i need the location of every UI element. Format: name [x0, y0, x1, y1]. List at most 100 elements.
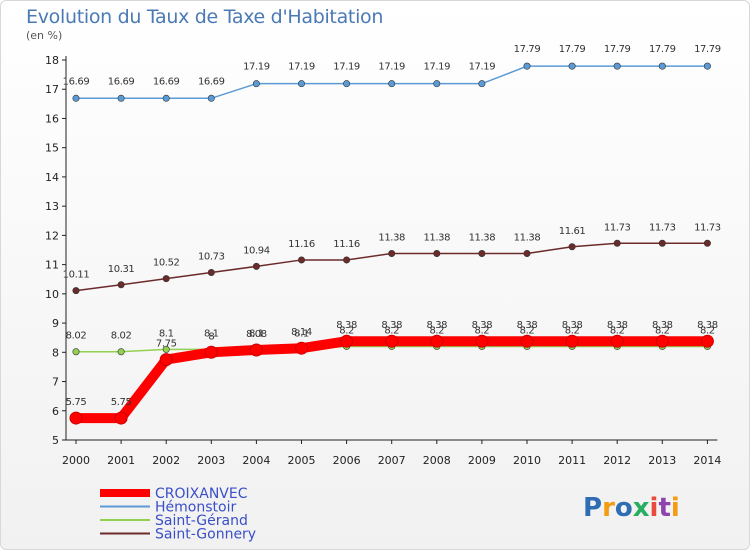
legend-label: CROIXANVEC [155, 486, 248, 502]
data-point [117, 94, 125, 102]
data-point [117, 348, 125, 356]
data-label: 11.73 [604, 222, 631, 233]
data-label: 17.79 [514, 44, 541, 55]
data-label: 16.69 [198, 76, 225, 87]
data-label: 17.79 [559, 44, 586, 55]
data-label: 11.61 [559, 226, 586, 237]
logo-letter: i [650, 493, 659, 523]
legend-item: Saint-Gérand [100, 513, 248, 529]
data-label: 16.69 [63, 76, 90, 87]
data-point [162, 94, 170, 102]
legend-label: Hémonstoir [155, 500, 236, 516]
data-point [388, 250, 396, 258]
y-tick-label: 17 [45, 83, 59, 96]
data-label: 8.2 [429, 325, 444, 336]
data-point [207, 269, 215, 277]
data-point [520, 334, 534, 348]
data-point [703, 62, 711, 70]
series-line [71, 336, 713, 424]
legend-label: Saint-Gérand [155, 513, 248, 529]
y-tick-label: 13 [45, 200, 59, 213]
data-point [249, 343, 263, 357]
data-label: 8.14 [291, 327, 312, 338]
data-label: 10.52 [153, 258, 180, 269]
data-point [385, 334, 399, 348]
data-label: 8.38 [652, 320, 673, 331]
data-point [433, 250, 441, 258]
legend-item: Saint-Gonnery [100, 527, 256, 543]
data-label: 8.1 [159, 328, 174, 339]
data-label: 8.1 [249, 328, 264, 339]
data-label: 8.02 [66, 331, 87, 342]
data-label: 17.19 [288, 62, 315, 73]
data-point [613, 239, 621, 247]
data-label: 17.19 [243, 62, 270, 73]
data-point [478, 80, 486, 88]
data-label: 17.79 [604, 44, 631, 55]
x-tick-label: 2005 [288, 454, 316, 467]
data-label: 17.19 [333, 62, 360, 73]
data-label: 10.11 [63, 270, 90, 281]
data-label: 17.19 [423, 62, 450, 73]
data-point [340, 334, 354, 348]
data-point [69, 411, 83, 425]
data-label: 8.2 [610, 325, 625, 336]
data-label: 8.2 [339, 325, 354, 336]
data-point [655, 334, 669, 348]
data-point [700, 334, 714, 348]
data-label: 8.2 [475, 325, 490, 336]
data-label: 11.16 [288, 239, 315, 250]
data-label: 10.31 [108, 264, 135, 275]
data-label: 8.02 [111, 331, 132, 342]
data-point [343, 80, 351, 88]
data-point [207, 94, 215, 102]
data-label: 16.69 [108, 76, 135, 87]
series-saint-gonnery [72, 239, 711, 295]
y-tick-label: 10 [45, 288, 59, 301]
y-tick-label: 18 [45, 54, 59, 67]
x-tick-label: 2012 [603, 454, 631, 467]
y-tick-label: 8 [52, 346, 59, 359]
data-point [703, 239, 711, 247]
legend-item: CROIXANVEC [100, 486, 248, 502]
y-tick-label: 9 [52, 317, 59, 330]
x-tick-label: 2001 [107, 454, 135, 467]
x-tick-label: 2006 [333, 454, 361, 467]
data-label: 5.75 [111, 397, 132, 408]
logo-letter: x [633, 493, 650, 523]
data-label: 7.75 [156, 339, 177, 350]
data-label: 16.69 [153, 76, 180, 87]
data-label: 17.79 [694, 44, 721, 55]
x-tick-label: 2011 [558, 454, 586, 467]
data-label: 17.79 [649, 44, 676, 55]
data-point [478, 250, 486, 258]
data-point [162, 275, 170, 283]
data-label: 8.1 [294, 328, 309, 339]
data-point [114, 411, 128, 425]
x-tick-label: 2004 [242, 454, 270, 467]
y-tick-label: 16 [45, 112, 59, 125]
y-tick-label: 5 [52, 434, 59, 447]
data-label: 8.2 [384, 325, 399, 336]
data-point [610, 334, 624, 348]
x-tick-label: 2002 [152, 454, 180, 467]
data-label: 8 [208, 331, 214, 342]
data-point [162, 345, 170, 353]
chart-title: Evolution du Taux de Taxe d'Habitation [26, 6, 384, 28]
x-tick-label: 2003 [197, 454, 225, 467]
data-point [433, 80, 441, 88]
y-tick-label: 14 [45, 171, 59, 184]
logo-letter: t [658, 493, 670, 523]
data-point [343, 256, 351, 264]
data-label: 11.73 [649, 222, 676, 233]
data-label: 8.38 [426, 320, 447, 331]
logo-letter: P [583, 493, 602, 523]
data-label: 17.19 [469, 62, 496, 73]
data-label: 8.38 [607, 320, 628, 331]
data-label: 11.16 [333, 239, 360, 250]
legend-label: Saint-Gonnery [155, 527, 256, 543]
data-label: 17.19 [378, 62, 405, 73]
data-point [658, 62, 666, 70]
